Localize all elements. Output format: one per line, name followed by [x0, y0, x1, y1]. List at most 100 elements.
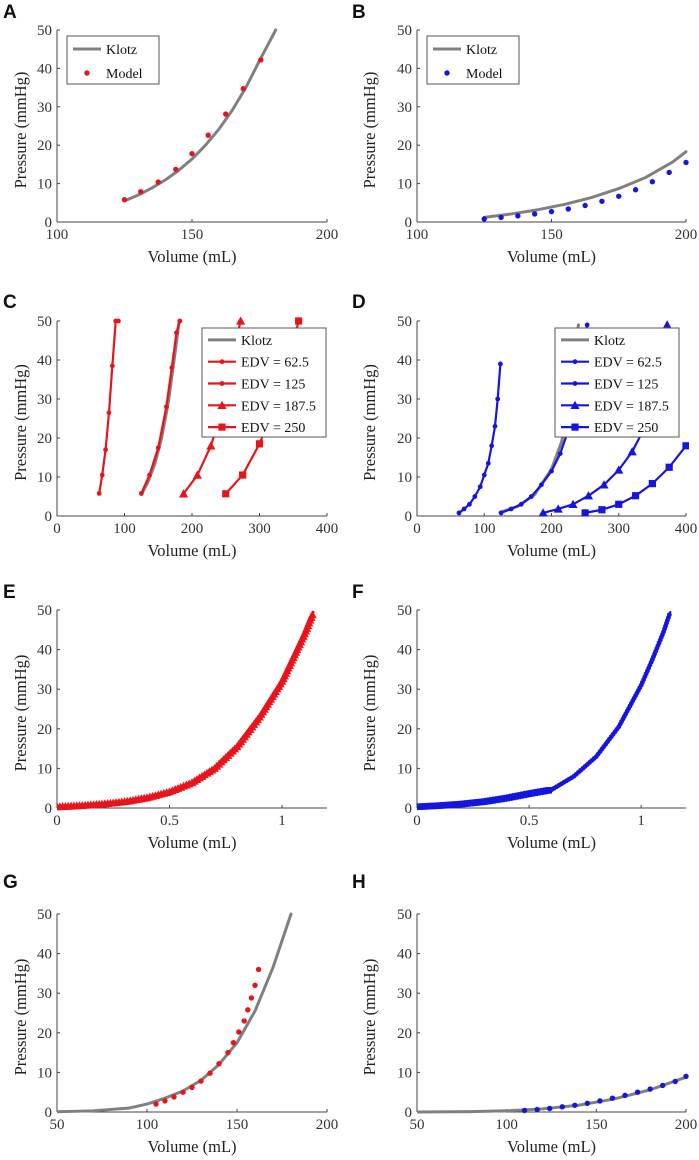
data-point	[109, 363, 115, 369]
data-point	[236, 1029, 242, 1035]
x-tick-label: 400	[675, 521, 698, 537]
data-point	[155, 445, 161, 451]
y-tick-label: 40	[37, 947, 52, 963]
data-point	[180, 1089, 186, 1095]
plot-area	[57, 912, 293, 1114]
data-point	[498, 214, 504, 221]
data-point	[178, 489, 189, 498]
series-line	[550, 610, 672, 791]
y-tick-label: 20	[397, 722, 412, 738]
plot-area	[417, 610, 672, 811]
x-axis-label: Volume (mL)	[507, 1137, 596, 1156]
y-axis-label: Pressure (mmHg)	[11, 655, 30, 772]
x-axis-label: Volume (mL)	[507, 541, 596, 560]
panel-letter: A	[3, 2, 17, 23]
panel-letter: B	[352, 2, 366, 23]
y-tick-label: 30	[397, 682, 412, 698]
data-point	[659, 1082, 666, 1089]
y-tick-label: 50	[37, 314, 52, 330]
data-point	[631, 492, 640, 500]
y-tick-label: 40	[397, 61, 412, 77]
legend-marker	[444, 70, 450, 76]
data-point	[485, 460, 491, 466]
legend-marker	[571, 423, 579, 431]
plot-area	[57, 610, 317, 811]
data-point	[481, 216, 487, 222]
y-axis-label: Pressure (mmHg)	[11, 72, 30, 189]
x-tick-label: 200	[316, 1117, 339, 1133]
data-point	[481, 472, 487, 478]
data-point	[565, 206, 572, 212]
data-point	[538, 508, 548, 517]
x-tick-label: 300	[608, 521, 631, 537]
data-point	[255, 966, 262, 973]
y-axis-label: Pressure (mmHg)	[11, 364, 30, 481]
series-line	[98, 319, 120, 495]
plot-area	[481, 150, 689, 222]
data-point	[495, 396, 501, 402]
x-tick-label: 150	[226, 1117, 249, 1133]
series-line	[57, 912, 293, 1114]
data-point	[557, 451, 563, 456]
y-tick-label: 0	[45, 801, 53, 817]
data-point	[547, 1105, 553, 1112]
y-tick-label: 0	[45, 509, 53, 525]
x-tick-label: 150	[181, 227, 204, 243]
data-point	[169, 365, 175, 371]
y-axis-label: Pressure (mmHg)	[360, 364, 379, 481]
y-tick-label: 30	[397, 392, 412, 408]
data-point	[138, 490, 144, 496]
data-point	[153, 1101, 159, 1107]
y-tick-label: 50	[37, 23, 52, 39]
y-tick-label: 30	[37, 682, 52, 698]
data-point	[616, 193, 622, 199]
y-tick-label: 40	[397, 643, 412, 659]
x-tick-label: 200	[675, 227, 698, 243]
x-tick-label: 0	[53, 521, 61, 537]
y-tick-label: 0	[405, 215, 413, 231]
data-point	[665, 463, 673, 471]
legend: Klotz EDV = 62.5 EDV = 125 EDV = 187.5 EDV =…	[201, 327, 327, 438]
x-tick-label: 50	[410, 1117, 425, 1133]
y-tick-label: 20	[37, 1026, 52, 1042]
panel-e: E 0 0.5 1 0 10 20 30 40 50 Volume (mL) Pressure (mm…	[0, 580, 349, 870]
data-point	[477, 484, 483, 490]
y-tick-label: 40	[37, 643, 52, 659]
panel-c: C 0 100 200 300 400 0 10 20 30 40 50 Volume (mL) Pres…	[0, 290, 349, 580]
y-tick-label: 30	[397, 986, 412, 1002]
data-point	[241, 1018, 247, 1024]
y-tick-label: 20	[37, 431, 52, 447]
plot-area	[121, 28, 278, 203]
x-tick-label: 0.5	[520, 813, 539, 829]
data-point	[106, 410, 112, 416]
x-tick-label: 150	[540, 227, 563, 243]
data-point	[582, 202, 588, 209]
data-point	[192, 470, 202, 479]
y-tick-label: 20	[397, 431, 412, 447]
y-tick-label: 50	[397, 23, 412, 39]
data-point	[207, 1070, 213, 1076]
data-point	[103, 447, 108, 453]
y-tick-label: 30	[37, 392, 52, 408]
data-point	[206, 441, 216, 450]
legend-label: EDV = 125	[241, 378, 305, 393]
y-tick-label: 40	[397, 947, 412, 963]
y-tick-label: 20	[37, 138, 52, 154]
data-point	[666, 169, 672, 176]
legend-marker	[84, 70, 90, 76]
x-tick-label: 400	[316, 521, 339, 537]
data-point	[255, 440, 264, 448]
data-point	[252, 982, 258, 988]
y-tick-label: 10	[37, 1065, 52, 1081]
legend-box	[66, 35, 160, 85]
data-point	[174, 330, 179, 336]
legend-marker	[572, 381, 578, 386]
panel-d: D 0 100 200 300 400 0 10 20 30 40 50 Volume (mL) Pres…	[349, 290, 699, 580]
data-point	[177, 318, 183, 324]
data-point	[225, 1049, 231, 1056]
data-point	[258, 57, 264, 63]
x-axis-label: Volume (mL)	[507, 247, 596, 266]
x-tick-label: 150	[585, 1117, 608, 1133]
data-point	[539, 482, 544, 488]
legend-label: Klotz	[466, 43, 497, 58]
